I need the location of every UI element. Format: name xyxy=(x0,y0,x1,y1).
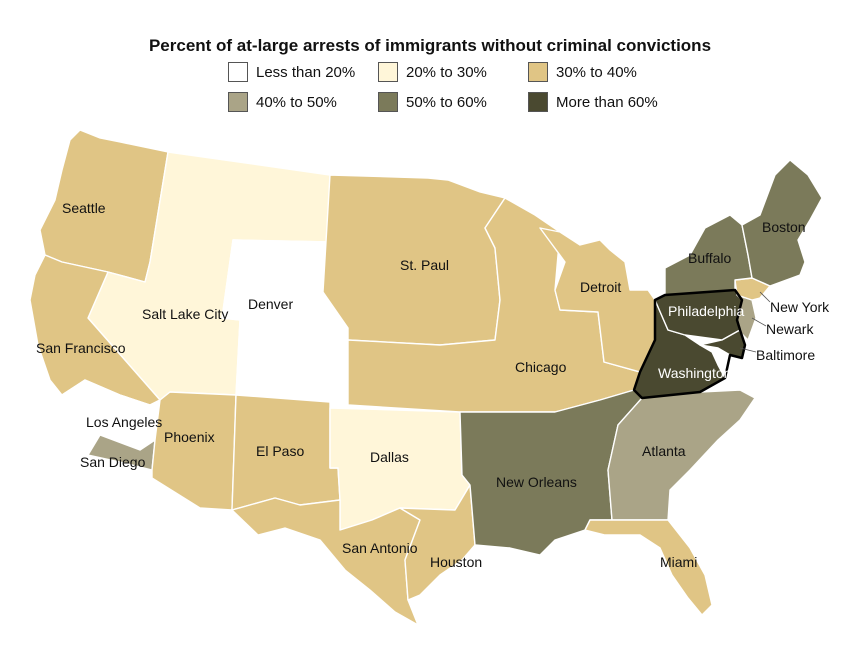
label-boston: Boston xyxy=(762,219,806,235)
label-salt-lake-city: Salt Lake City xyxy=(142,306,228,322)
label-new-orleans: New Orleans xyxy=(496,474,577,490)
map-title: Percent of at-large arrests of immigrant… xyxy=(148,36,712,55)
legend-item-less-than-20: Less than 20% xyxy=(228,62,355,82)
legend-swatch xyxy=(228,92,248,112)
label-phoenix: Phoenix xyxy=(164,429,215,445)
label-miami: Miami xyxy=(660,554,697,570)
label-atlanta: Atlanta xyxy=(642,443,686,459)
label-chicago: Chicago xyxy=(515,359,567,375)
label-baltimore: Baltimore xyxy=(756,347,815,363)
legend-label: More than 60% xyxy=(556,93,658,111)
region-miami xyxy=(584,519,713,616)
highlight-outline xyxy=(632,288,747,400)
legend-label: 50% to 60% xyxy=(406,93,487,111)
region-boston xyxy=(741,159,823,287)
legend-swatch xyxy=(378,62,398,82)
legend-label: 40% to 50% xyxy=(256,93,337,111)
legend-swatch xyxy=(378,92,398,112)
legend-label: Less than 20% xyxy=(256,63,356,81)
label-st-paul: St. Paul xyxy=(400,257,449,273)
label-newark: Newark xyxy=(766,321,814,337)
leader-new-york xyxy=(759,291,771,303)
legend-swatch xyxy=(228,62,248,82)
city-labels: Seattle Salt Lake City Denver San Franci… xyxy=(36,200,830,570)
legend-item-30-to-40: 30% to 40% xyxy=(528,62,637,82)
label-seattle: Seattle xyxy=(62,200,106,216)
leader-newark xyxy=(751,317,767,327)
region-shapes xyxy=(29,129,823,626)
label-san-diego: San Diego xyxy=(80,454,146,470)
legend-item-40-to-50: 40% to 50% xyxy=(228,92,337,112)
label-san-francisco: San Francisco xyxy=(36,340,126,356)
legend-swatch xyxy=(528,92,548,112)
region-houston xyxy=(399,484,476,601)
label-el-paso: El Paso xyxy=(256,443,304,459)
legend-label: 20% to 30% xyxy=(406,63,487,81)
label-new-york: New York xyxy=(770,299,830,315)
leader-baltimore xyxy=(739,347,757,353)
region-atlanta xyxy=(607,389,756,521)
label-houston: Houston xyxy=(430,554,482,570)
region-san-antonio xyxy=(231,497,421,626)
region-phoenix xyxy=(151,391,237,511)
legend-item-20-to-30: 20% to 30% xyxy=(378,62,487,82)
legend-label: 30% to 40% xyxy=(556,63,637,81)
label-dallas: Dallas xyxy=(370,449,409,465)
leader-lines xyxy=(739,291,771,353)
label-buffalo: Buffalo xyxy=(688,250,732,266)
label-washington: Washington xyxy=(658,365,731,381)
legend-swatch xyxy=(528,62,548,82)
legend-item-50-to-60: 50% to 60% xyxy=(378,92,487,112)
legend-item-more-than-60: More than 60% xyxy=(528,92,658,112)
label-san-antonio: San Antonio xyxy=(342,540,418,556)
label-detroit: Detroit xyxy=(580,279,621,295)
label-los-angeles: Los Angeles xyxy=(86,414,162,430)
label-philadelphia: Philadelphia xyxy=(668,303,744,319)
label-denver: Denver xyxy=(248,296,293,312)
